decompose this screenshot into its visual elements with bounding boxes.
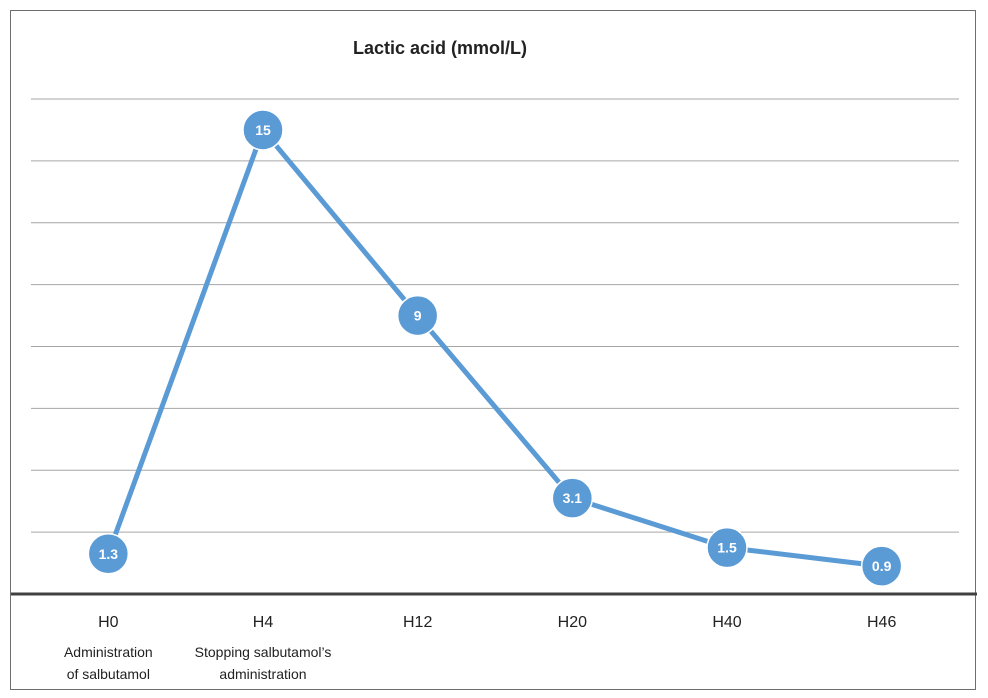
data-point — [87, 533, 130, 575]
series-group: 1.3 15 9 3.1 1.5 0.9 — [87, 109, 903, 587]
x-tick-label: H12 — [403, 614, 432, 631]
x-tick-label: H40 — [712, 614, 741, 631]
category-note: Administration — [64, 644, 153, 660]
data-label: 15 — [255, 122, 271, 138]
gridlines — [31, 98, 959, 533]
data-point — [396, 294, 439, 337]
data-point — [551, 477, 594, 519]
data-point — [706, 526, 748, 569]
chart-title: Lactic acid (mmol/L) — [353, 38, 527, 58]
data-label: 1.5 — [717, 540, 737, 556]
category-note: administration — [219, 666, 306, 682]
data-label: 1.3 — [99, 546, 119, 562]
category-notes: Administration of salbutamol Stopping salb… — [64, 644, 331, 682]
x-tick-label: H46 — [867, 614, 896, 631]
x-tick-label: H0 — [98, 614, 119, 631]
data-point — [242, 109, 284, 151]
chart-frame: Lactic acid (mmol/L) H0 H4 H12 H20 H40 H46 Ad… — [10, 10, 977, 690]
data-label: 3.1 — [563, 490, 583, 506]
x-tick-labels: H0 H4 H12 H20 H40 H46 — [98, 614, 896, 631]
series-line — [105, 127, 882, 569]
line-chart: Lactic acid (mmol/L) H0 H4 H12 H20 H40 H46 Ad… — [11, 38, 977, 682]
x-tick-label: H4 — [253, 614, 274, 631]
category-note: Stopping salbutamol’s — [195, 644, 332, 660]
data-point — [860, 545, 903, 587]
category-note: of salbutamol — [67, 666, 150, 682]
data-label: 9 — [414, 308, 422, 324]
data-label: 0.9 — [872, 558, 892, 574]
x-tick-label: H20 — [558, 614, 587, 631]
